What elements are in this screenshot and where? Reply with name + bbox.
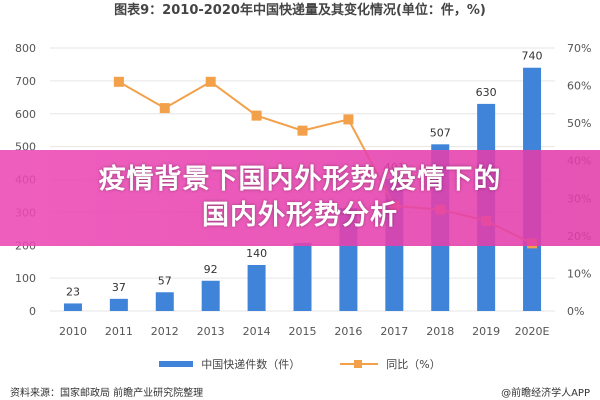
bar-value-label: 507: [430, 126, 451, 139]
bar: [63, 303, 82, 311]
x-tick-label: 2020E: [515, 325, 550, 338]
x-tick-label: 2015: [289, 325, 317, 338]
bar: [201, 280, 220, 311]
growth-point: [205, 76, 216, 87]
bar-value-label: 140: [246, 247, 267, 260]
y-left-tick-label: 800: [15, 42, 36, 55]
growth-point: [297, 125, 308, 136]
y-left-tick-label: 600: [15, 108, 36, 121]
growth-point: [113, 76, 124, 87]
y-right-tick-label: 50%: [567, 117, 591, 130]
legend-swatch-bar: [159, 361, 194, 367]
bar-value-label: 37: [112, 281, 126, 294]
y-left-tick-label: 100: [15, 272, 36, 285]
bar-value-label: 92: [204, 263, 218, 276]
bar-value-label: 23: [66, 285, 80, 298]
legend-label-bar: 中国快递件数（件）: [201, 358, 301, 371]
x-tick-label: 2012: [151, 325, 179, 338]
chart-title: 图表9：2010-2020年中国快递量及其变化情况(单位：件，%): [114, 3, 486, 18]
growth-point: [159, 103, 170, 114]
x-tick-label: 2016: [334, 325, 362, 338]
source-note: 资料来源：国家邮政局 前瞻产业研究院整理: [10, 388, 204, 399]
bar-value-label: 57: [158, 274, 172, 287]
x-tick-label: 2017: [380, 325, 408, 338]
x-tick-label: 2019: [472, 325, 500, 338]
legend-item-bar: 中国快递件数（件）: [159, 356, 300, 372]
bar: [155, 292, 174, 311]
y-left-tick-label: 700: [15, 75, 36, 88]
legend-item-line: 同比（%）: [340, 356, 441, 372]
bar: [247, 264, 266, 311]
headline-line-1: 疫情背景下国内外形势/疫情下的: [98, 164, 502, 195]
x-tick-label: 2014: [243, 325, 271, 338]
x-tick-label: 2011: [105, 325, 133, 338]
y-left-tick-label: 0: [29, 305, 36, 318]
y-right-tick-label: 70%: [567, 42, 591, 55]
bar-value-label: 630: [476, 86, 497, 99]
headline-banner: 疫情背景下国内外形势/疫情下的 国内外形势分析: [0, 150, 600, 246]
legend: 中国快递件数（件） 同比（%）: [0, 352, 600, 376]
bar: [109, 298, 128, 311]
growth-point: [343, 114, 354, 125]
bar: [293, 242, 312, 311]
y-right-tick-label: 0%: [567, 305, 584, 318]
y-right-tick-label: 60%: [567, 80, 591, 93]
x-tick-label: 2013: [197, 325, 225, 338]
x-tick-label: 2018: [426, 325, 454, 338]
legend-swatch-line: [340, 358, 379, 370]
bar-value-label: 740: [522, 50, 543, 63]
x-tick-label: 2010: [59, 325, 87, 338]
growth-point: [251, 110, 262, 121]
legend-label-line: 同比（%）: [386, 358, 441, 371]
brand-watermark: @前瞻经济学人APP: [501, 388, 590, 399]
y-right-tick-label: 10%: [567, 267, 591, 280]
headline-line-2: 国内外形势分析: [202, 200, 398, 231]
